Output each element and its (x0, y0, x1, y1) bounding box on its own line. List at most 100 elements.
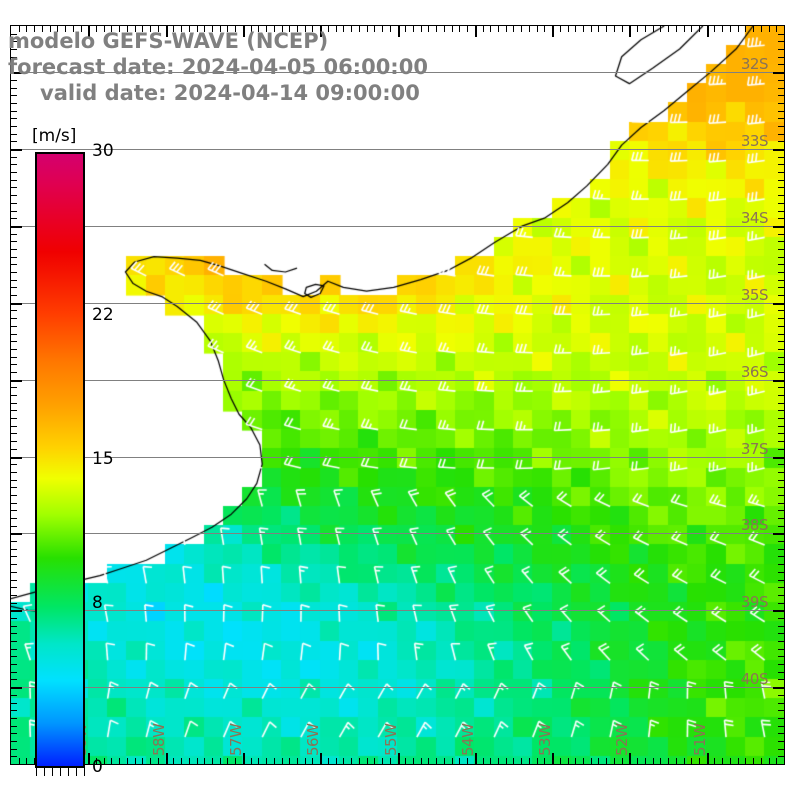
wind-field-canvas (11, 26, 784, 764)
tick-bottom (374, 758, 375, 764)
tick-left (11, 264, 17, 265)
lon-label-51w: 51W (690, 723, 709, 756)
tick-top (537, 26, 538, 32)
tick-right (773, 610, 784, 612)
tick-bottom (26, 758, 27, 764)
tick-right (778, 641, 784, 642)
tick-top (769, 26, 770, 32)
tick-right (778, 287, 784, 288)
tick-top (645, 26, 646, 32)
tick-bottom (367, 758, 368, 764)
tick-left (11, 180, 17, 181)
tick-bottom (707, 753, 709, 764)
tick-bottom (351, 758, 352, 764)
tick-left (11, 241, 17, 242)
tick-right (778, 310, 784, 311)
tick-right (778, 503, 784, 504)
tick-bottom (575, 758, 576, 764)
tick-top (707, 26, 709, 37)
tick-top (413, 26, 414, 32)
tick-bottom (19, 758, 20, 764)
tick-right (773, 149, 784, 151)
tick-bottom (173, 758, 174, 764)
tick-left (11, 118, 17, 119)
tick-bottom (691, 758, 692, 764)
tick-left (11, 587, 17, 588)
tick-left (11, 580, 17, 581)
tick-top (436, 26, 437, 32)
tick-top (745, 26, 746, 32)
tick-bottom (274, 758, 275, 764)
tick-left (11, 533, 22, 535)
lon-label-54w: 54W (458, 723, 477, 756)
tick-top (776, 26, 777, 32)
tick-bottom (297, 758, 298, 764)
tick-bottom (119, 758, 120, 764)
tick-top (529, 26, 530, 32)
tick-right (778, 141, 784, 142)
tick-left (11, 72, 22, 74)
tick-left (11, 318, 17, 319)
tick-top (552, 26, 554, 37)
tick-left (11, 387, 17, 388)
tick-right (778, 95, 784, 96)
lat-label-40s: 40S (740, 670, 769, 689)
tick-right (778, 118, 784, 119)
tick-left (11, 718, 17, 719)
tick-bottom (583, 758, 584, 764)
tick-right (778, 272, 784, 273)
tick-bottom (498, 758, 499, 764)
tick-right (778, 349, 784, 350)
map-plot-area: 32S33S34S35S36S37S38S39S40S59W58W57W56W5… (10, 25, 785, 765)
tick-left (11, 595, 17, 596)
tick-top (622, 26, 623, 32)
tick-bottom (428, 758, 429, 764)
tick-bottom (251, 758, 252, 764)
colorbar-bottom-tick (84, 768, 85, 776)
tick-top (312, 26, 313, 32)
tick-top (26, 26, 27, 32)
colorbar-bottom-tick (60, 768, 61, 776)
tick-right (778, 249, 784, 250)
tick-left (11, 103, 17, 104)
tick-right (778, 441, 784, 442)
tick-left (11, 518, 17, 519)
tick-top (374, 26, 375, 32)
tick-bottom (444, 758, 445, 764)
tick-right (778, 433, 784, 434)
tick-bottom (653, 758, 654, 764)
tick-right (778, 341, 784, 342)
tick-bottom (537, 758, 538, 764)
tick-right (778, 203, 784, 204)
tick-bottom (660, 758, 661, 764)
tick-bottom (684, 758, 685, 764)
tick-left (11, 480, 17, 481)
tick-bottom (544, 758, 545, 764)
gridline-lat-40s (11, 687, 784, 688)
tick-top (668, 26, 669, 32)
tick-bottom (405, 758, 406, 764)
tick-left (11, 334, 17, 335)
tick-top (428, 26, 429, 32)
tick-bottom (359, 758, 360, 764)
tick-left (11, 372, 17, 373)
tick-top (50, 26, 51, 32)
tick-bottom (560, 758, 561, 764)
tick-right (778, 510, 784, 511)
tick-bottom (181, 758, 182, 764)
tick-left (11, 633, 17, 634)
tick-right (778, 756, 784, 757)
tick-right (778, 318, 784, 319)
tick-top (119, 26, 120, 32)
tick-top (467, 26, 468, 32)
tick-top (583, 26, 584, 32)
tick-top (305, 26, 306, 32)
tick-top (653, 26, 654, 32)
tick-left (11, 441, 17, 442)
tick-left (11, 464, 17, 465)
tick-bottom (761, 758, 762, 764)
tick-right (778, 464, 784, 465)
tick-right (778, 364, 784, 365)
tick-left (11, 164, 17, 165)
tick-bottom (506, 758, 507, 764)
